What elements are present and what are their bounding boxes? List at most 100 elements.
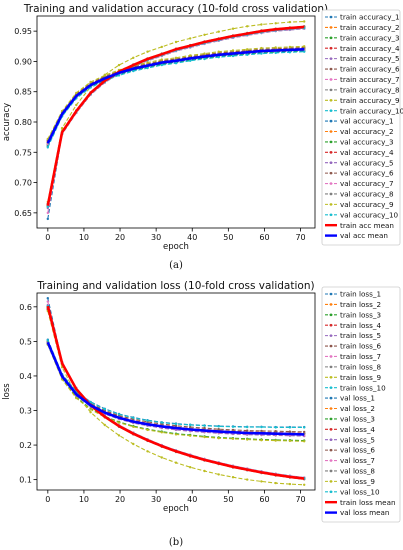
data-point xyxy=(231,27,235,30)
legend-marker xyxy=(329,490,333,494)
data-point xyxy=(274,46,277,49)
data-point xyxy=(231,425,235,428)
data-point xyxy=(303,45,306,48)
data-point xyxy=(203,469,206,473)
series-line xyxy=(47,342,305,435)
legend-label: val accuracy_9 xyxy=(340,200,394,209)
data-point xyxy=(75,103,78,107)
data-point xyxy=(132,425,135,428)
data-point xyxy=(231,54,235,58)
data-point xyxy=(217,425,220,428)
series-line xyxy=(46,48,305,144)
data-point xyxy=(303,440,306,443)
legend-label: val loss_6 xyxy=(340,446,375,455)
x-tick-label: 50 xyxy=(223,495,233,504)
legend-marker xyxy=(329,428,333,431)
data-point xyxy=(246,53,249,56)
x-tick-label: 30 xyxy=(151,495,161,504)
x-tick-label: 40 xyxy=(187,233,197,242)
data-point xyxy=(260,46,263,50)
legend-label: val loss_7 xyxy=(340,456,375,465)
data-point xyxy=(274,51,277,55)
data-point xyxy=(203,33,206,36)
data-point xyxy=(189,434,192,437)
data-point xyxy=(103,423,107,427)
legend-marker xyxy=(329,448,333,452)
data-point xyxy=(174,461,178,464)
data-point xyxy=(303,50,306,53)
data-point xyxy=(117,413,121,416)
x-tick-label: 10 xyxy=(79,495,89,504)
legend-marker xyxy=(329,182,333,185)
data-point xyxy=(103,74,107,77)
legend-label: val loss_10 xyxy=(340,487,380,496)
legend-box xyxy=(321,286,401,523)
data-point xyxy=(274,426,277,429)
y-tick-label: 0.65 xyxy=(14,209,32,218)
legend-label: val accuracy_1 xyxy=(340,117,394,126)
plot-frame xyxy=(36,292,316,491)
legend-label: val accuracy_8 xyxy=(340,190,394,199)
legend-marker xyxy=(329,171,333,175)
data-point xyxy=(132,442,135,446)
data-point xyxy=(288,439,292,443)
legend-label: train loss_1 xyxy=(340,290,381,299)
chart-title: Training and validation accuracy (10-fol… xyxy=(23,3,328,15)
legend-marker xyxy=(329,88,333,92)
data-point xyxy=(217,473,220,476)
data-point xyxy=(231,49,235,52)
data-point xyxy=(46,205,49,208)
series-line xyxy=(47,27,305,207)
data-point xyxy=(132,56,135,59)
legend-label: val accuracy_7 xyxy=(340,179,394,188)
legend-label: val loss_9 xyxy=(340,477,375,486)
legend-marker xyxy=(329,303,333,306)
data-point xyxy=(46,217,49,221)
legend-marker xyxy=(329,67,333,71)
data-point xyxy=(117,74,121,77)
data-point xyxy=(203,426,206,430)
data-point xyxy=(103,407,107,411)
data-point xyxy=(260,23,263,26)
data-point xyxy=(203,435,206,439)
data-point xyxy=(288,20,292,24)
legend-label: train loss_3 xyxy=(340,310,381,319)
legend-label: val accuracy_3 xyxy=(340,138,394,147)
x-tick-label: 20 xyxy=(115,233,125,242)
data-point xyxy=(46,297,49,300)
data-point xyxy=(174,433,178,436)
legend-marker xyxy=(329,78,333,81)
accuracy-chart: Training and validation accuracy (10-fol… xyxy=(2,3,403,271)
legend-label: val acc mean xyxy=(340,231,388,240)
y-tick-label: 0.4 xyxy=(19,372,32,381)
y-tick-label: 0.95 xyxy=(14,27,32,36)
x-axis-label: epoch xyxy=(163,242,189,252)
x-tick-label: 60 xyxy=(259,495,269,504)
x-tick-label: 0 xyxy=(45,233,50,242)
x-tick-label: 10 xyxy=(79,233,89,242)
data-point xyxy=(203,424,206,427)
data-point xyxy=(288,482,292,486)
legend-label: train accuracy_8 xyxy=(340,85,400,94)
y-tick-label: 0.5 xyxy=(19,337,32,346)
y-tick-label: 0.3 xyxy=(19,407,32,416)
data-point xyxy=(217,437,220,440)
data-point xyxy=(246,25,249,28)
data-point xyxy=(75,91,78,95)
y-tick-label: 0.2 xyxy=(19,441,32,450)
legend-marker xyxy=(329,313,333,317)
x-tick-label: 30 xyxy=(151,233,161,242)
y-tick-label: 0.6 xyxy=(19,303,32,312)
data-point xyxy=(246,429,249,432)
series-line xyxy=(47,342,305,436)
data-point xyxy=(117,421,121,424)
legend-marker xyxy=(329,375,333,379)
y-tick-label: 0.80 xyxy=(14,118,32,127)
legend-label: train accuracy_4 xyxy=(340,44,400,53)
legend-label: val accuracy_10 xyxy=(340,210,399,219)
legend-label: train accuracy_9 xyxy=(340,96,400,105)
legend-label: train accuracy_3 xyxy=(340,33,400,42)
legend-label: train accuracy_1 xyxy=(340,13,400,22)
legend-marker xyxy=(329,292,333,296)
legend-marker xyxy=(329,119,333,123)
